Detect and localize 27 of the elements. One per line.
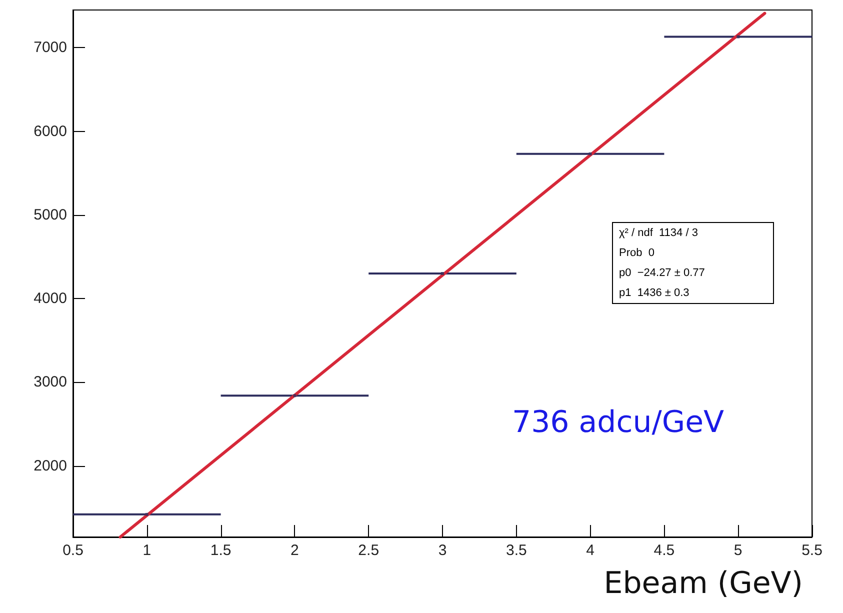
x-tick-label: 3.5 (506, 542, 527, 559)
y-tick-label: 6000 (34, 122, 67, 140)
point (736, 35, 740, 38)
annotation: p0 −24.27 ± 0.77 (618, 266, 706, 281)
x-tick-label: 4.5 (654, 542, 675, 559)
x-tick-label: 1.5 (210, 542, 232, 559)
x-tick-label: 2.5 (358, 542, 380, 559)
point (145, 512, 148, 516)
annotation: 736 adcu/GeV (512, 405, 724, 440)
y-tick-label: 2000 (34, 457, 67, 474)
x-tick-label: 5.5 (802, 542, 822, 559)
annotation: p1 1436 ± 0.3 (618, 286, 690, 301)
y-tick-label: 7000 (34, 39, 67, 56)
y-tick-label: 4000 (34, 290, 67, 308)
point (588, 152, 592, 156)
annotation: Prob 0 (618, 246, 656, 261)
x-tick-label: 1 (142, 542, 152, 559)
annotation: χ² / ndf 1134 / 3 (618, 226, 699, 241)
x-tick-label: 2 (290, 542, 299, 559)
x-axis-title: Ebeam (GeV) (604, 566, 803, 601)
y-tick-label: 5000 (34, 206, 67, 224)
x-tick-label: 5 (734, 542, 742, 559)
x-tick-label: 0.5 (62, 542, 84, 559)
y-tick-label: 3000 (34, 374, 67, 391)
x-tick-label: 3 (438, 542, 447, 559)
point (293, 394, 296, 398)
x-tick-label: 4 (586, 542, 594, 559)
